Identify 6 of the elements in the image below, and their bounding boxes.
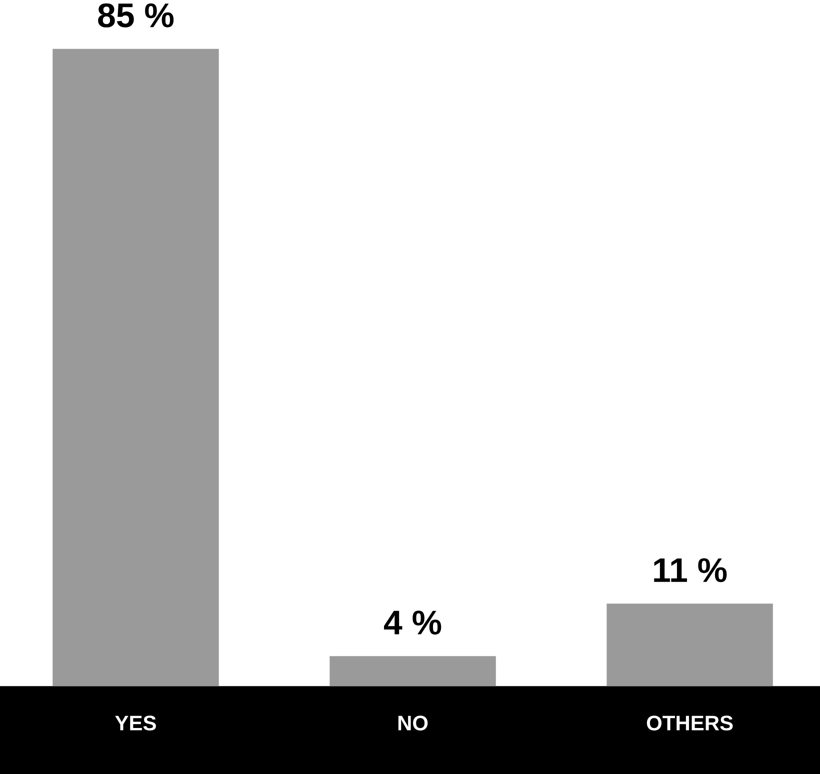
data-label: 11 % [654, 558, 727, 582]
data-label: 4 % [384, 610, 442, 635]
x-tick-label: YES [115, 716, 156, 730]
x-tick-label: NO [398, 716, 428, 730]
data-label: 85 % [98, 3, 174, 28]
x-tick-label: OTHERS [646, 716, 733, 730]
